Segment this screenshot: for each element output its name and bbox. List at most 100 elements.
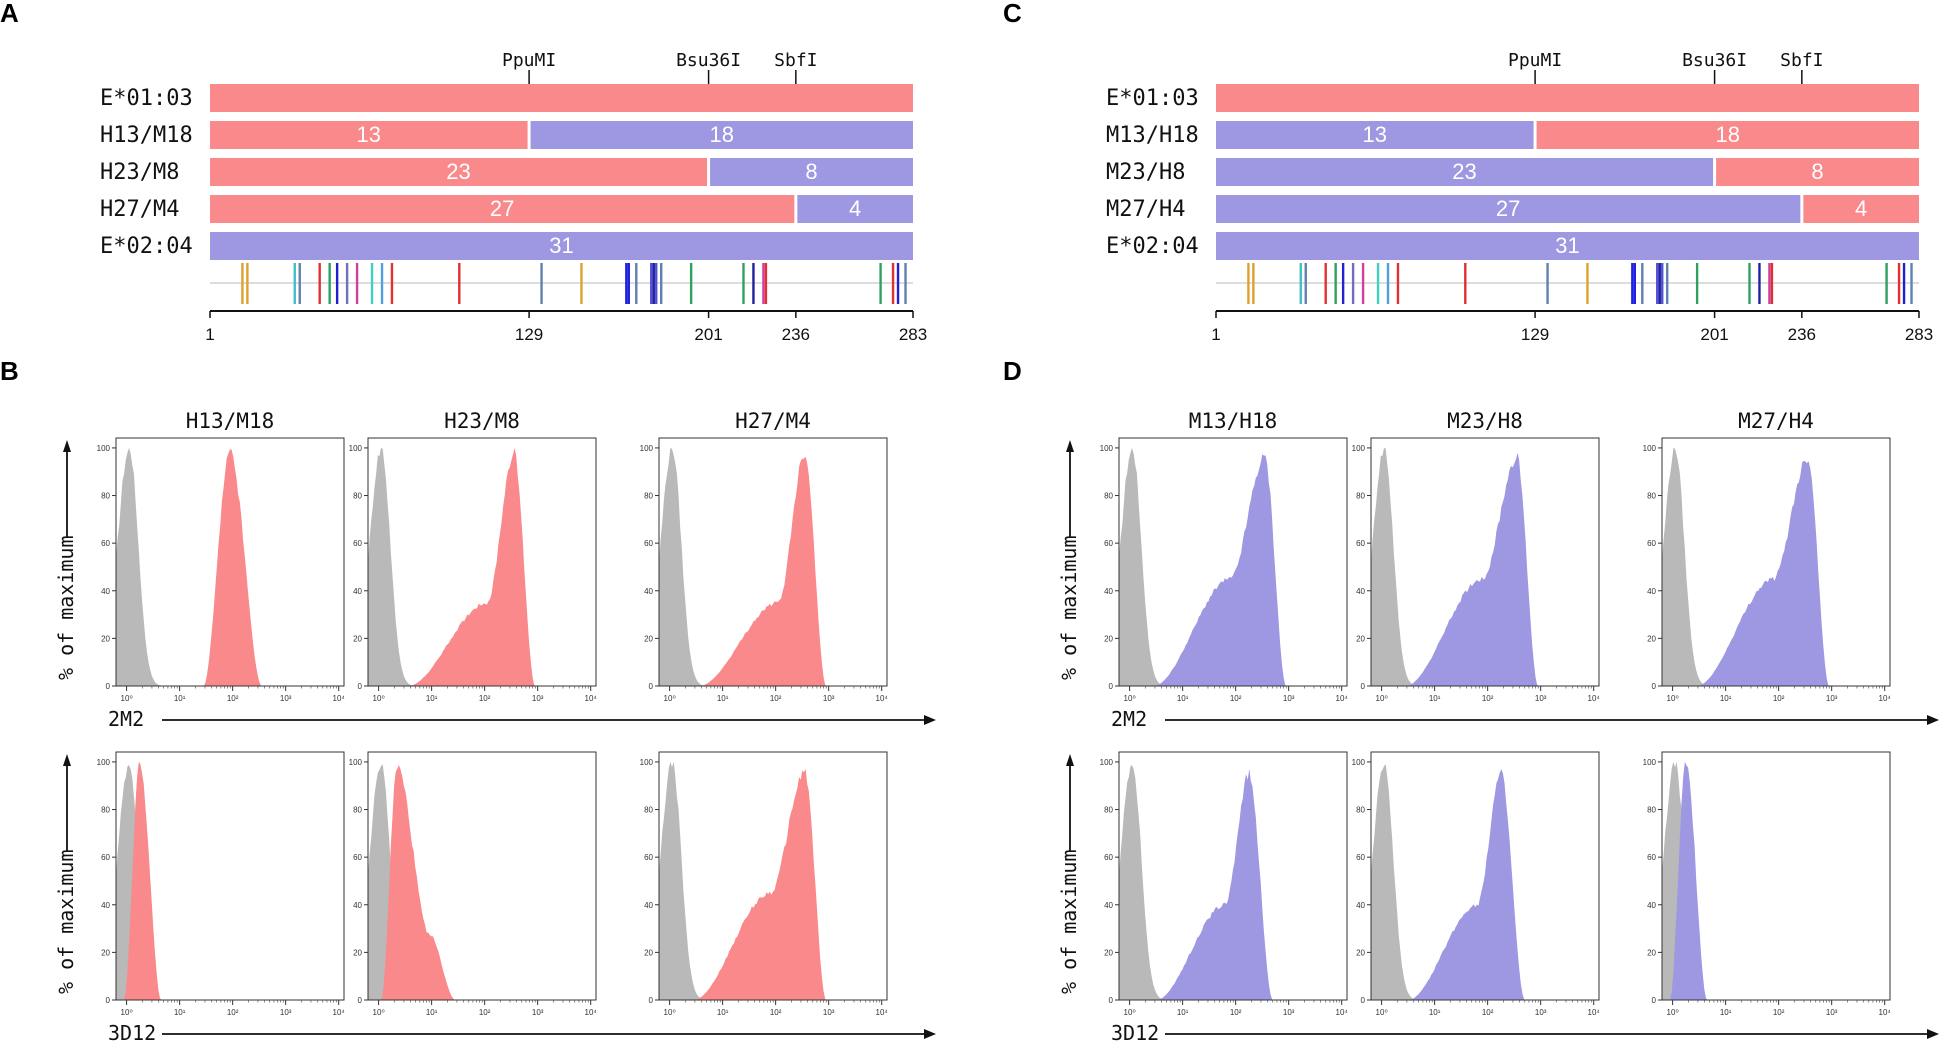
- histogram-plot: 0 20 40 60 80 100 10⁰ 10¹ 10² 10³ 10⁴: [1100, 751, 1348, 1017]
- residue-axis-label: 1: [1211, 325, 1220, 344]
- y-tick-label: 60: [101, 539, 110, 548]
- x-tick-label: 10⁰: [121, 1008, 133, 1017]
- stained-sample-histogram: [1371, 769, 1599, 1000]
- y-tick-label: 100: [1100, 758, 1114, 767]
- restriction-site-label: PpuMI: [502, 50, 556, 71]
- construct-label: E*01:03: [100, 86, 193, 111]
- x-tick-label: 10⁰: [1124, 694, 1136, 703]
- y-tick-label: 80: [1356, 806, 1365, 815]
- x-tick-label: 10⁴: [333, 1008, 346, 1017]
- x-axis-arrowhead: [924, 1029, 936, 1039]
- y-tick-label: 40: [1104, 587, 1113, 596]
- histogram-plot: 0 20 40 60 80 100 10⁰ 10¹ 10² 10³ 10⁴: [349, 751, 597, 1017]
- x-tick-label: 10¹: [717, 694, 729, 703]
- x-tick-label: 10⁰: [1667, 1008, 1679, 1017]
- y-tick-label: 40: [644, 901, 653, 910]
- x-tick-label: 10³: [1826, 1008, 1838, 1017]
- histogram-plot: 0 20 40 60 80 100 10⁰ 10¹ 10² 10³ 10⁴: [1643, 437, 1891, 703]
- panel-letter-c: C: [1003, 0, 1022, 28]
- histogram-plot: 0 20 40 60 80 100 10⁰ 10¹ 10² 10³ 10⁴: [640, 437, 888, 703]
- y-tick-label: 100: [349, 758, 363, 767]
- y-tick-label: 100: [1352, 758, 1366, 767]
- y-tick-label: 60: [1356, 853, 1365, 862]
- construct-segment: [530, 121, 913, 149]
- x-tick-label: 10²: [479, 694, 491, 703]
- restriction-site-label: SbfI: [774, 50, 817, 71]
- segment-length-label: 4: [1855, 196, 1867, 221]
- x-axis-label: 2M2: [108, 707, 144, 731]
- y-axis-arrowhead: [63, 754, 71, 766]
- restriction-site-label: SbfI: [1780, 50, 1823, 71]
- residue-axis-label: 129: [1521, 325, 1549, 344]
- stained-sample-histogram: [368, 765, 596, 1000]
- x-tick-label: 10¹: [1720, 1008, 1732, 1017]
- x-tick-label: 10⁰: [1376, 1008, 1388, 1017]
- construct-label: M27/H4: [1106, 197, 1185, 222]
- segment-length-label: 8: [1811, 159, 1823, 184]
- isotype-control-histogram: [659, 761, 887, 1000]
- y-tick-label: 100: [1643, 758, 1657, 767]
- x-tick-label: 10²: [770, 694, 782, 703]
- x-tick-label: 10⁰: [121, 694, 133, 703]
- x-tick-label: 10¹: [174, 694, 186, 703]
- segment-length-label: 31: [549, 233, 573, 258]
- x-tick-label: 10²: [1773, 1008, 1785, 1017]
- construct-segment: [1536, 121, 1919, 149]
- histogram-plot: 0 20 40 60 80 100 10⁰ 10¹ 10² 10³ 10⁴: [1352, 437, 1601, 703]
- x-tick-label: 10³: [280, 694, 292, 703]
- stained-sample-histogram: [659, 456, 887, 686]
- x-tick-label: 10¹: [1177, 694, 1189, 703]
- y-tick-label: 20: [1104, 634, 1113, 643]
- x-tick-label: 10⁴: [333, 694, 346, 703]
- segment-length-label: 8: [805, 159, 817, 184]
- y-tick-label: 0: [106, 682, 111, 691]
- histogram-column-title: H13/M18: [186, 409, 275, 433]
- histogram-plot: 0 20 40 60 80 100 10⁰ 10¹ 10² 10³ 10⁴: [1100, 437, 1348, 703]
- construct-segment: [710, 158, 913, 186]
- x-tick-label: 10⁰: [373, 694, 385, 703]
- histogram-column-title: H23/M8: [444, 409, 520, 433]
- residue-axis-label: 283: [1905, 325, 1933, 344]
- construct-label: E*02:04: [100, 234, 193, 259]
- y-tick-label: 40: [1647, 587, 1656, 596]
- residue-axis-label: 201: [694, 325, 722, 344]
- stained-sample-histogram: [116, 449, 344, 686]
- y-tick-label: 0: [649, 682, 654, 691]
- x-tick-label: 10³: [823, 1008, 835, 1017]
- x-tick-label: 10⁰: [373, 1008, 385, 1017]
- panel-letter-d: D: [1003, 356, 1022, 386]
- y-tick-label: 20: [644, 634, 653, 643]
- x-tick-label: 10⁴: [585, 694, 598, 703]
- segment-length-label: 31: [1555, 233, 1579, 258]
- x-tick-label: 10³: [1535, 1008, 1547, 1017]
- x-tick-label: 10³: [1283, 694, 1295, 703]
- y-axis-label: % of maximum: [54, 536, 78, 681]
- x-tick-label: 10⁰: [664, 694, 676, 703]
- x-tick-label: 10³: [1283, 1008, 1295, 1017]
- segment-length-label: 27: [490, 196, 514, 221]
- y-tick-label: 80: [101, 492, 110, 501]
- histogram-plot: 0 20 40 60 80 100 10⁰ 10¹ 10² 10³ 10⁴: [349, 437, 598, 703]
- y-tick-label: 20: [644, 948, 653, 957]
- y-tick-label: 60: [1647, 853, 1656, 862]
- y-axis-label: % of maximum: [1057, 536, 1081, 681]
- x-tick-label: 10³: [280, 1008, 292, 1017]
- segment-length-label: 18: [1716, 122, 1740, 147]
- construct-label: H13/M18: [100, 123, 193, 148]
- isotype-control-histogram: [1119, 447, 1347, 686]
- y-tick-label: 0: [649, 996, 654, 1005]
- y-tick-label: 40: [1356, 901, 1365, 910]
- x-tick-label: 10⁴: [1588, 694, 1601, 703]
- y-tick-label: 100: [640, 758, 654, 767]
- y-tick-label: 40: [1104, 901, 1113, 910]
- x-axis-arrowhead: [1927, 715, 1939, 725]
- construct-label: M13/H18: [1106, 123, 1199, 148]
- construct-segment: [1216, 232, 1919, 260]
- x-axis-arrowhead: [1927, 1029, 1939, 1039]
- y-tick-label: 80: [353, 806, 362, 815]
- construct-label: E*02:04: [1106, 234, 1199, 259]
- y-axis-label: % of maximum: [54, 850, 78, 995]
